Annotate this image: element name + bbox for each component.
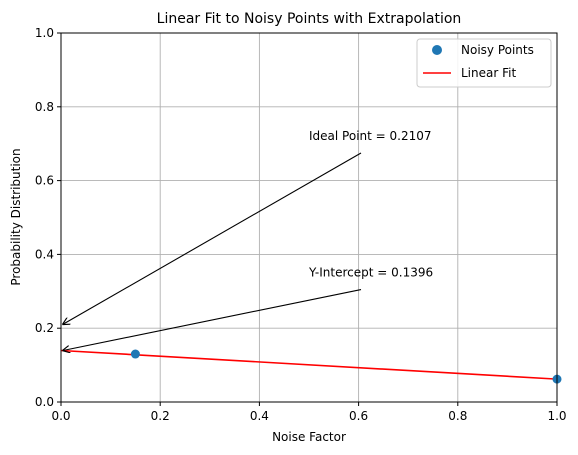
x-axis-label: Noise Factor [272, 430, 346, 444]
annotation-arrow [63, 289, 362, 351]
chart-title: Linear Fit to Noisy Points with Extrapol… [157, 11, 462, 27]
y-tick-label: 0.4 [35, 247, 54, 261]
x-tick-label: 0.4 [250, 409, 269, 423]
x-tick-label: 0.6 [349, 409, 368, 423]
legend-box [416, 38, 552, 88]
linear-fit-layer [60, 349, 558, 380]
noisy-point [130, 349, 140, 359]
y-tick-label: 0.8 [35, 100, 54, 114]
x-tick-label: 0.2 [151, 409, 170, 423]
legend-label-noisy-points: Noisy Points [461, 43, 534, 57]
y-axis-label: Probability Distribution [9, 148, 23, 285]
legend-swatch-noisy-points [432, 45, 442, 55]
y-tick-label: 0.6 [35, 174, 54, 188]
linear-fit-line [60, 349, 558, 380]
y-tick-label: 1.0 [35, 26, 54, 40]
x-axis-ticks: 0.0 0.2 0.4 0.6 0.8 1.0 [51, 402, 567, 423]
x-tick-label: 0.0 [51, 409, 70, 423]
x-tick-label: 0.8 [448, 409, 467, 423]
annotations: Ideal Point = 0.2107 Y-Intercept = 0.1396 [63, 129, 433, 350]
annotation-arrow [63, 152, 362, 324]
y-axis-ticks: 0.0 0.2 0.4 0.6 0.8 1.0 [35, 26, 61, 409]
legend-label-linear-fit: Linear Fit [461, 66, 516, 80]
x-tick-label: 1.0 [547, 409, 566, 423]
annotation-label: Ideal Point = 0.2107 [309, 129, 432, 143]
annotation-label: Y-Intercept = 0.1396 [308, 266, 433, 280]
y-tick-label: 0.0 [35, 395, 54, 409]
legend: Noisy Points Linear Fit [416, 38, 552, 88]
grid [60, 32, 558, 403]
plot-frame [60, 32, 558, 403]
y-tick-label: 0.2 [35, 321, 54, 335]
